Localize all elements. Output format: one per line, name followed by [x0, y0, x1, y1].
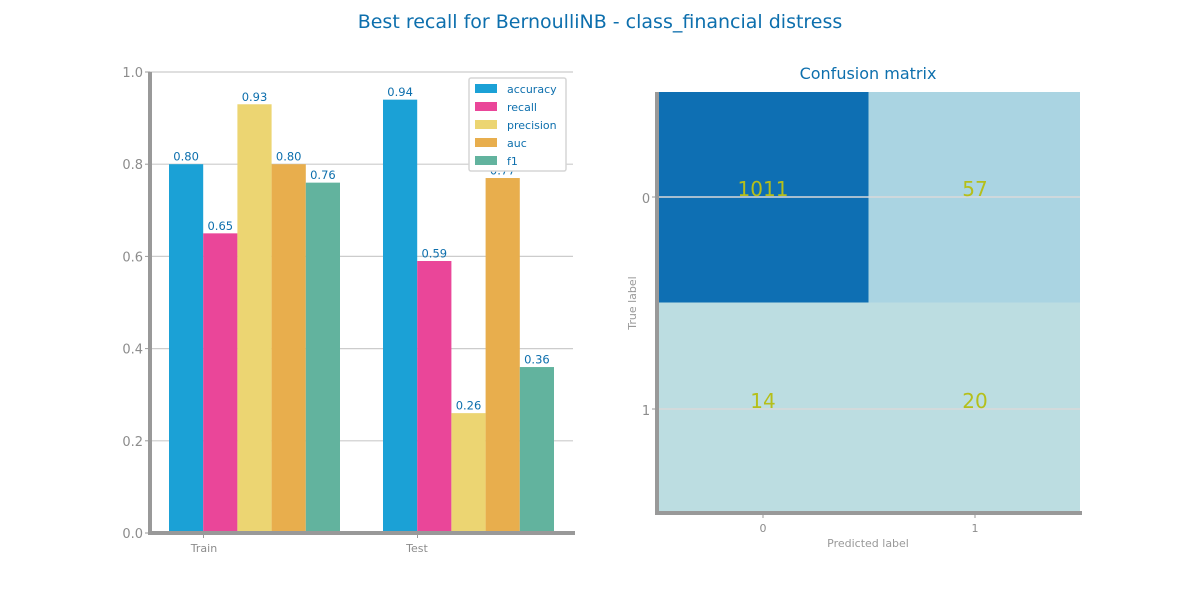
x-tick-label: Test	[405, 542, 428, 555]
cm-value-0-1: 57	[962, 177, 987, 201]
legend-swatch-precision	[475, 120, 497, 129]
legend-label-recall: recall	[507, 101, 537, 114]
bar-value-label: 0.93	[242, 90, 268, 104]
y-tick-label: 0.0	[122, 527, 143, 542]
y-tick-label: 0.2	[122, 435, 143, 450]
cm-x-tick-label: 1	[972, 522, 979, 535]
bar-value-label: 0.59	[421, 247, 447, 261]
cm-value-1-0: 14	[750, 389, 775, 413]
cm-axes	[655, 92, 1082, 515]
cm-tick-labels: 0 1 0 1	[642, 192, 979, 535]
bar-value-label: 0.76	[310, 168, 336, 182]
x-tick-label: Train	[190, 542, 217, 555]
y-tick-label: 1.0	[122, 66, 143, 81]
y-tick-label: 0.4	[122, 343, 143, 358]
cm-x-axis-label: Predicted label	[827, 537, 909, 550]
bar-axes	[148, 72, 575, 535]
cm-grid	[657, 196, 1080, 410]
confusion-matrix: Confusion matrix 1011 57 14 20 0 1 0 1 Predict…	[626, 64, 1082, 550]
cm-cell-1-0	[657, 302, 869, 513]
bar-chart: 0.800.650.930.800.760.940.590.260.770.36…	[122, 66, 575, 555]
bar-marks	[169, 99, 554, 534]
cm-cells	[657, 92, 1080, 513]
cm-values: 1011 57 14 20	[738, 177, 988, 413]
cm-value-0-0: 1011	[738, 177, 789, 201]
cm-y-axis-label: True label	[626, 276, 639, 330]
legend-swatch-recall	[475, 102, 497, 111]
cm-cell-1-1	[868, 302, 1080, 513]
cm-x-tick-label: 0	[760, 522, 767, 535]
bar-tick-labels: 0.0 0.2 0.4 0.6 0.8 1.0 Train Test	[122, 66, 428, 555]
bar-accuracy-test	[383, 99, 418, 533]
bar-value-label: 0.80	[276, 150, 302, 164]
legend-swatch-f1	[475, 156, 497, 165]
figure-title: Best recall for BernoulliNB - class_fina…	[358, 11, 843, 33]
bar-legend: accuracy recall precision auc f1	[468, 77, 567, 172]
bar-value-label: 0.65	[207, 219, 233, 233]
y-tick-label: 0.6	[122, 250, 143, 265]
bar-recall-test	[417, 261, 452, 533]
legend-label-f1: f1	[507, 155, 518, 168]
legend-label-accuracy: accuracy	[507, 83, 557, 96]
bar-auc-train	[271, 164, 306, 533]
y-tick-label: 0.8	[122, 158, 143, 173]
bar-value-label: 0.36	[524, 353, 550, 367]
legend-label-auc: auc	[507, 137, 527, 150]
bar-auc-test	[485, 178, 520, 533]
bar-f1-test	[519, 367, 554, 533]
bar-value-label: 0.94	[387, 85, 413, 99]
bar-precision-test	[451, 413, 486, 533]
bar-value-label: 0.80	[173, 150, 199, 164]
legend-swatch-auc	[475, 138, 497, 147]
bar-f1-train	[305, 182, 340, 533]
bar-recall-train	[203, 233, 238, 533]
cm-y-tick-label: 0	[642, 192, 650, 207]
legend-swatch-accuracy	[475, 84, 497, 93]
bar-precision-train	[237, 104, 272, 534]
bar-value-label: 0.26	[456, 399, 482, 413]
bar-value-labels: 0.800.650.930.800.760.940.590.260.770.36	[173, 85, 549, 412]
cm-value-1-1: 20	[962, 389, 987, 413]
cm-y-tick-label: 1	[642, 404, 650, 419]
legend-box	[468, 77, 567, 172]
legend-label-precision: precision	[507, 119, 557, 132]
bar-accuracy-train	[169, 164, 204, 533]
confusion-matrix-title: Confusion matrix	[800, 64, 937, 83]
